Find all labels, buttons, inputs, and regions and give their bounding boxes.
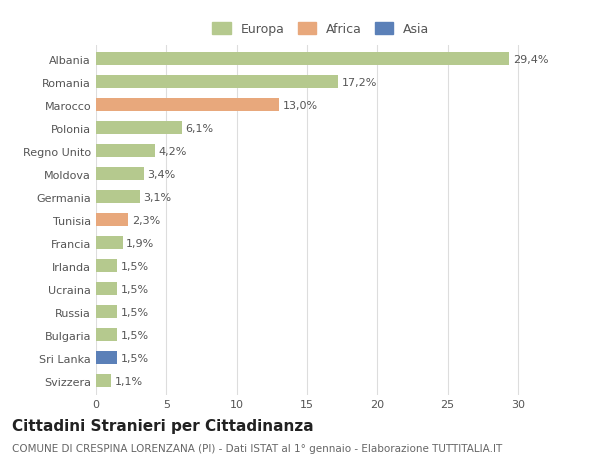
Bar: [96, 237, 123, 250]
Bar: [96, 283, 117, 296]
Text: 6,1%: 6,1%: [185, 123, 214, 134]
Bar: [96, 99, 279, 112]
Text: 1,9%: 1,9%: [126, 238, 154, 248]
Bar: [96, 122, 182, 135]
Text: 1,5%: 1,5%: [121, 353, 149, 363]
Text: 1,5%: 1,5%: [121, 330, 149, 340]
Bar: [96, 306, 117, 319]
Text: 1,1%: 1,1%: [115, 376, 143, 386]
Text: 2,3%: 2,3%: [132, 215, 160, 225]
Bar: [96, 260, 117, 273]
Text: 29,4%: 29,4%: [513, 55, 548, 65]
Text: 13,0%: 13,0%: [283, 101, 317, 111]
Text: 1,5%: 1,5%: [121, 307, 149, 317]
Text: 17,2%: 17,2%: [341, 78, 377, 88]
Bar: [96, 168, 144, 181]
Bar: [96, 53, 509, 66]
Text: COMUNE DI CRESPINA LORENZANA (PI) - Dati ISTAT al 1° gennaio - Elaborazione TUTT: COMUNE DI CRESPINA LORENZANA (PI) - Dati…: [12, 443, 502, 453]
Text: 3,4%: 3,4%: [148, 169, 176, 179]
Text: 1,5%: 1,5%: [121, 261, 149, 271]
Bar: [96, 76, 338, 89]
Bar: [96, 145, 155, 158]
Bar: [96, 214, 128, 227]
Text: 4,2%: 4,2%: [158, 146, 187, 157]
Bar: [96, 329, 117, 341]
Text: 1,5%: 1,5%: [121, 284, 149, 294]
Bar: [96, 375, 112, 387]
Text: Cittadini Stranieri per Cittadinanza: Cittadini Stranieri per Cittadinanza: [12, 418, 314, 433]
Bar: [96, 191, 140, 204]
Legend: Europa, Africa, Asia: Europa, Africa, Asia: [212, 22, 430, 36]
Text: 3,1%: 3,1%: [143, 192, 171, 202]
Bar: [96, 352, 117, 364]
